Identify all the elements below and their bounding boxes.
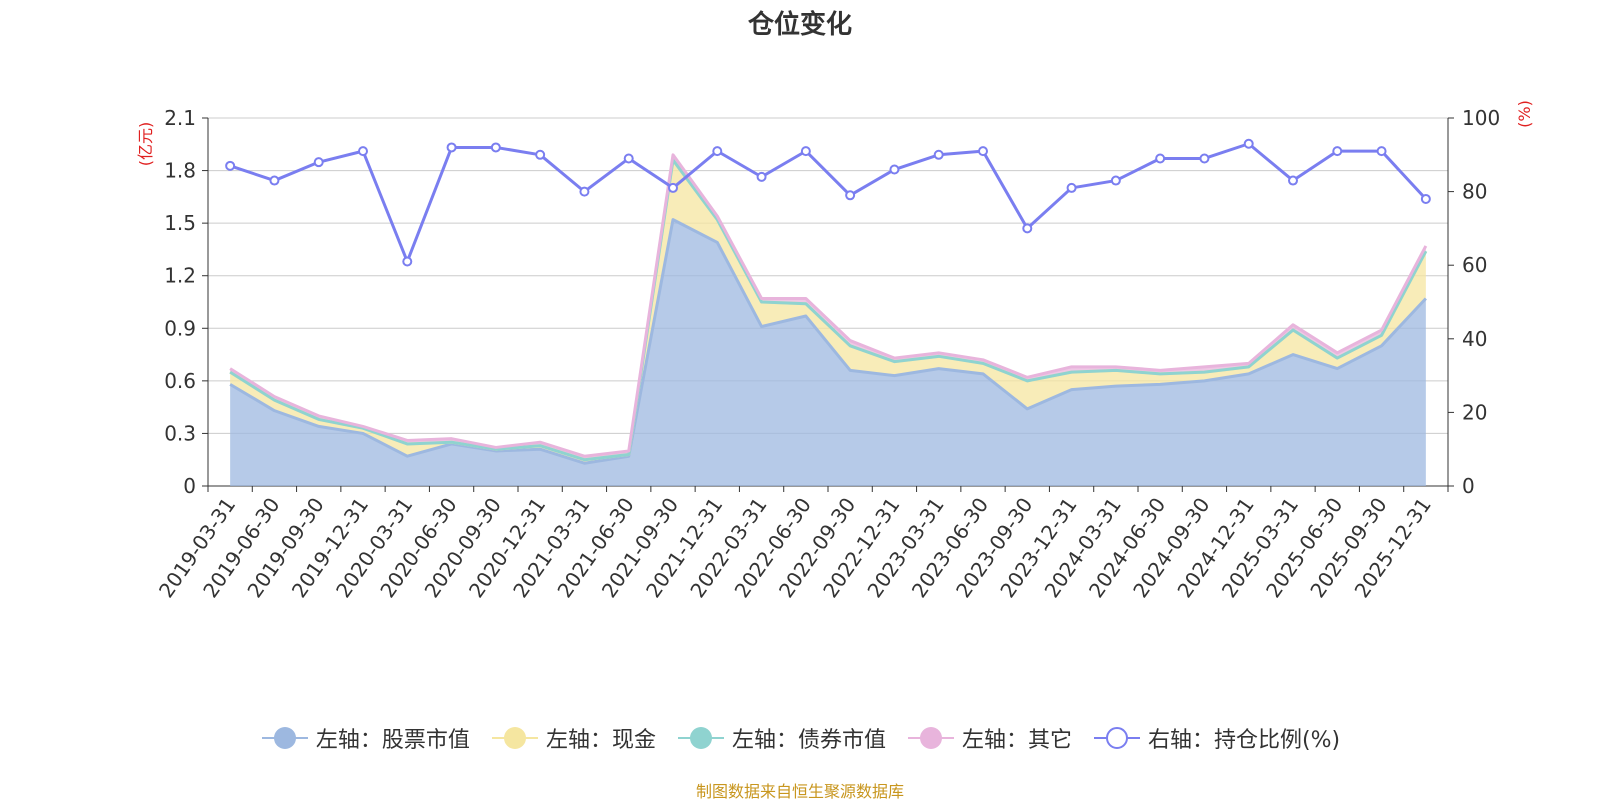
legend-item[interactable]: 左轴：股票市值 — [260, 722, 470, 754]
plot-area: 0 0.3 0.6 0.9 1.2 1.5 1.8 2.1 0 20 40 60 80 100 (亿元) (%… — [136, 100, 1534, 602]
left-tick-label: 1.5 — [164, 211, 196, 235]
legend-marker-icon — [1093, 727, 1140, 749]
position-ratio-point — [535, 149, 546, 160]
right-tick-label: 20 — [1462, 400, 1487, 424]
left-tick-label: 1.8 — [164, 159, 196, 183]
right-tick-label: 80 — [1462, 180, 1487, 204]
legend-marker-icon — [261, 727, 308, 749]
left-axis-unit: (亿元) — [136, 122, 155, 167]
position-ratio-point — [845, 190, 856, 201]
right-tick-label: 40 — [1462, 327, 1487, 351]
position-ratio-point — [579, 186, 590, 197]
legend-label: 左轴：股票市值 — [315, 728, 470, 753]
right-tick-label: 0 — [1462, 474, 1475, 498]
position-ratio-point — [1420, 193, 1431, 204]
position-ratio-point — [889, 164, 900, 175]
left-tick-label: 1.2 — [164, 264, 196, 288]
legend: 左轴：股票市值 左轴：现金 左轴：债券市值 左轴：其它 右轴：持仓比例(%) — [0, 722, 1600, 754]
area-line-3 — [229, 158, 1428, 462]
area-line-4 — [229, 153, 1428, 458]
position-ratio-point — [1288, 175, 1298, 186]
position-ratio-point — [269, 175, 280, 186]
left-tick-label: 0 — [183, 474, 196, 498]
legend-item[interactable]: 左轴：其它 — [906, 722, 1072, 754]
legend-label: 左轴：其它 — [961, 728, 1072, 753]
legend-marker-icon — [677, 727, 724, 749]
position-ratio-point — [1332, 146, 1343, 157]
legend-label: 左轴：债券市值 — [731, 728, 886, 753]
position-ratio-point — [402, 256, 413, 267]
source-note: 制图数据来自恒生聚源数据库 — [695, 782, 904, 801]
position-ratio-point — [225, 160, 236, 171]
left-tick-label: 0.6 — [164, 369, 196, 393]
legend-label: 左轴：现金 — [545, 728, 656, 753]
position-ratio-point — [1376, 146, 1387, 157]
position-ratio-point — [1199, 153, 1210, 164]
position-ratio-point — [446, 142, 457, 153]
position-ratio-point — [623, 153, 634, 164]
right-axis-unit: (%) — [1515, 100, 1534, 128]
position-ratio-point — [1022, 223, 1033, 234]
position-ratio-point — [1155, 153, 1166, 164]
position-ratio-point — [933, 149, 944, 160]
area-line-1 — [229, 218, 1427, 465]
position-ratio-point — [712, 146, 723, 157]
legend-marker-icon — [907, 727, 954, 749]
left-tick-label: 0.3 — [164, 421, 196, 445]
legend-item[interactable]: 左轴：现金 — [490, 722, 656, 754]
position-ratio-point — [313, 157, 324, 168]
position-ratio-point — [978, 146, 988, 157]
right-tick-label: 60 — [1462, 253, 1487, 277]
area-1 — [230, 219, 1426, 486]
position-ratio-line — [229, 142, 1427, 264]
right-tick-label: 100 — [1462, 106, 1500, 130]
legend-item[interactable]: 右轴：持仓比例(%) — [1092, 722, 1340, 754]
position-ratio-point — [756, 171, 767, 182]
left-tick-label: 2.1 — [164, 106, 196, 130]
position-ratio-point — [1110, 175, 1121, 186]
left-tick-label: 0.9 — [164, 316, 196, 340]
legend-item[interactable]: 左轴：债券市值 — [676, 722, 886, 754]
position-ratio-point — [668, 182, 678, 193]
position-ratio-point — [1066, 182, 1077, 193]
position-ratio-point — [358, 146, 368, 157]
position-ratio-point — [490, 142, 501, 153]
legend-marker-icon — [491, 727, 538, 749]
position-ratio-point — [1243, 138, 1254, 149]
legend-label: 右轴：持仓比例(%) — [1147, 728, 1341, 753]
chart-title: 仓位变化 — [747, 10, 852, 40]
position-ratio-point — [800, 146, 811, 157]
